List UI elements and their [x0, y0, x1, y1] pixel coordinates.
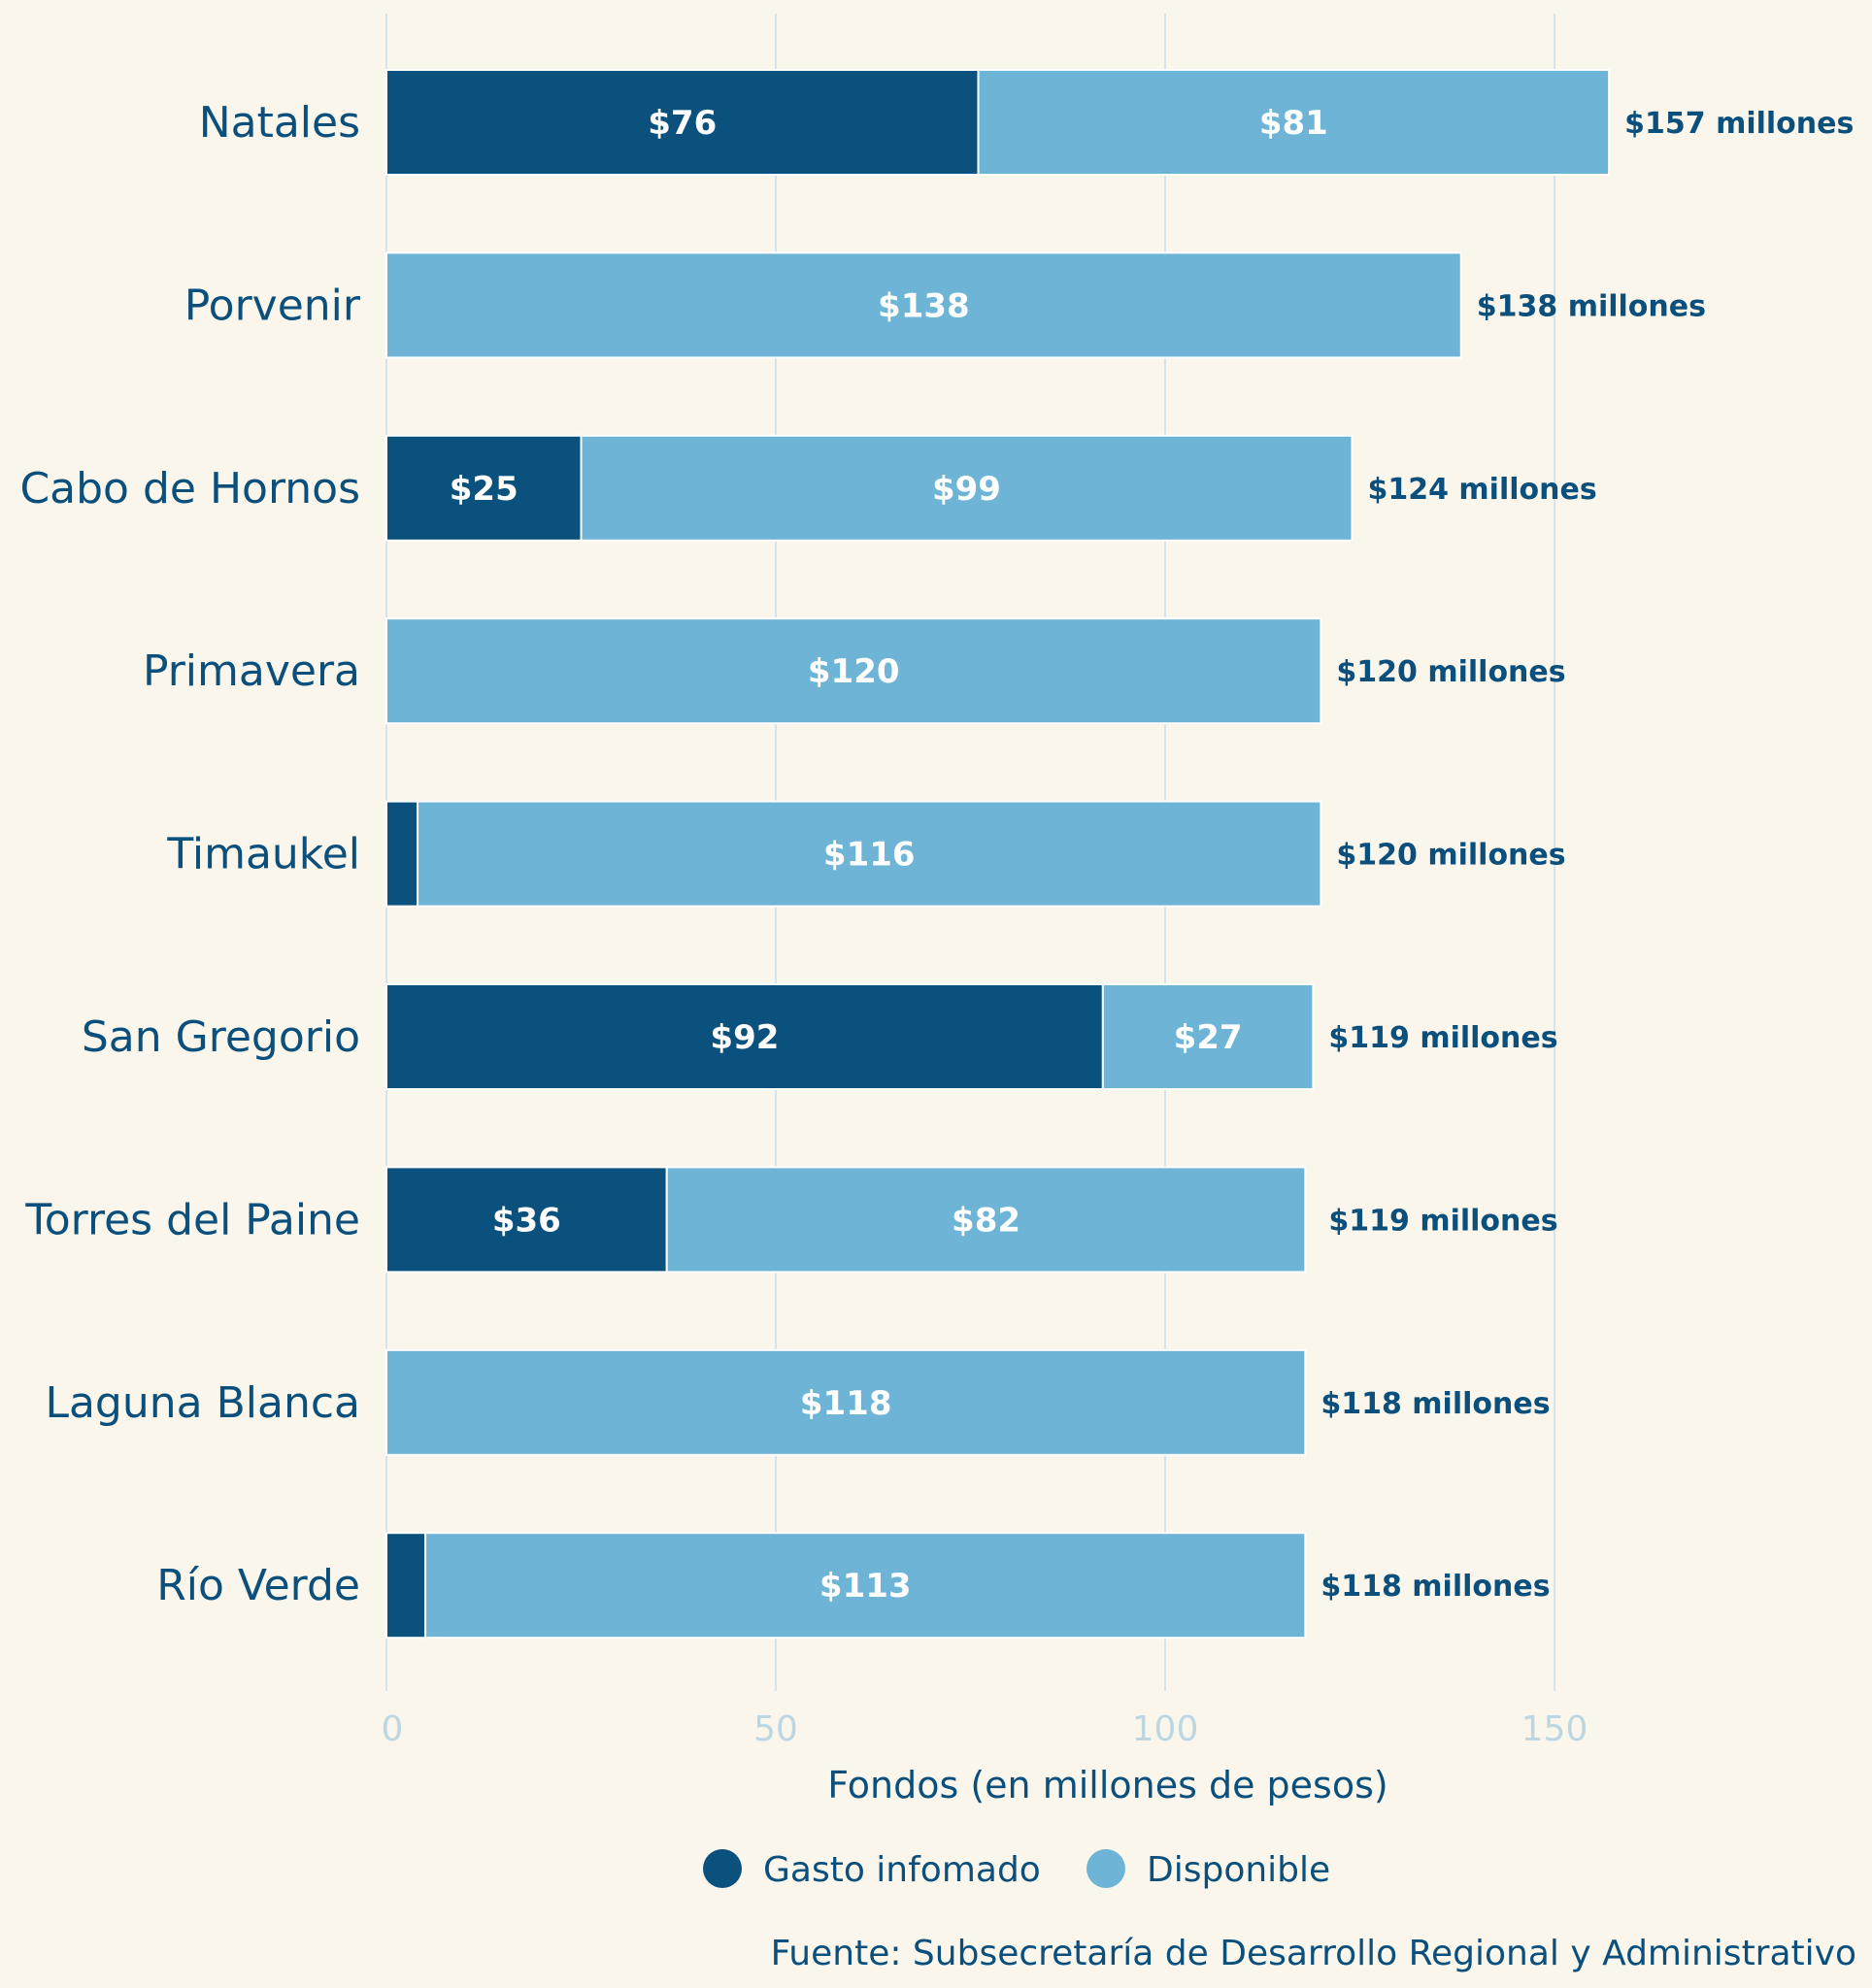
total-value-label: $119 millones: [1328, 1021, 1557, 1055]
segment-value-label: $138: [878, 286, 970, 325]
bar-segment-disponible: [385, 1348, 1307, 1456]
legend-swatch: [703, 1849, 742, 1888]
bar-segment-disponible: [580, 434, 1354, 542]
source-note: Fuente: Subsecretaría de Desarrollo Regi…: [771, 1934, 1856, 1973]
total-value-label: $138 millones: [1477, 289, 1706, 323]
total-value-label: $118 millones: [1320, 1570, 1550, 1604]
legend-swatch: [1086, 1849, 1125, 1888]
x-axis-title: Fondos (en millones de pesos): [827, 1764, 1387, 1806]
category-label: Natales: [199, 98, 360, 148]
x-tick-label: 150: [1521, 1709, 1588, 1749]
segment-value-label: $25: [450, 470, 518, 509]
total-value-label: $120 millones: [1336, 655, 1565, 689]
bar-segment-gasto: [385, 1532, 427, 1640]
segment-value-label: $99: [932, 470, 1001, 509]
bar-segment-gasto: [385, 800, 419, 908]
bar-segment-disponible: [665, 1166, 1307, 1274]
total-value-label: $119 millones: [1328, 1204, 1557, 1238]
bar-segment-gasto: [385, 1166, 668, 1274]
x-tick-label: 0: [382, 1709, 404, 1749]
category-label: San Gregorio: [82, 1012, 360, 1062]
bar-segment-disponible: [417, 800, 1322, 908]
total-value-label: $124 millones: [1367, 473, 1596, 507]
legend: Gasto infomado Disponible: [703, 1849, 1330, 1890]
bar-segment-gasto: [385, 983, 1104, 1090]
segment-value-label: $76: [648, 104, 717, 143]
total-value-label: $157 millones: [1624, 107, 1854, 141]
bar-segment-disponible: [424, 1532, 1307, 1640]
segment-value-label: $81: [1259, 104, 1328, 143]
category-label: Río Verde: [156, 1561, 360, 1610]
segment-value-label: $82: [952, 1201, 1020, 1240]
bar-segment-disponible: [385, 251, 1462, 359]
x-axis: Fondos (en millones de pesos) 0 50 100 150: [382, 1709, 1588, 1806]
category-label: Porvenir: [184, 281, 361, 330]
category-label: Laguna Blanca: [45, 1378, 360, 1428]
bar-segment-gasto: [385, 434, 583, 542]
category-label: Cabo de Hornos: [19, 464, 360, 514]
bar-segment-disponible: [385, 617, 1322, 725]
x-tick-label: 50: [753, 1709, 798, 1749]
total-value-label: $118 millones: [1320, 1387, 1550, 1421]
bars: [385, 69, 1611, 1640]
bar-segment-disponible: [977, 69, 1611, 176]
category-label: Primavera: [143, 646, 360, 696]
segment-value-label: $27: [1174, 1018, 1243, 1057]
total-value-label: $120 millones: [1336, 839, 1565, 873]
bar-segment-disponible: [1101, 983, 1315, 1090]
legend-label: Gasto infomado: [763, 1850, 1041, 1890]
segment-value-label: $120: [808, 652, 900, 691]
bar-segment-gasto: [385, 69, 980, 176]
labels: Natales $76 $81 $157 millones Porvenir $138 $1…: [19, 98, 1854, 1610]
segment-value-label: $36: [492, 1201, 561, 1240]
category-label: Timaukel: [166, 830, 360, 879]
segment-value-label: $113: [819, 1567, 912, 1606]
segment-value-label: $118: [800, 1384, 892, 1423]
x-tick-label: 100: [1132, 1709, 1199, 1749]
segment-value-label: $116: [823, 836, 916, 875]
legend-label: Disponible: [1147, 1850, 1330, 1890]
segment-value-label: $92: [710, 1018, 779, 1057]
category-label: Torres del Paine: [24, 1195, 360, 1244]
